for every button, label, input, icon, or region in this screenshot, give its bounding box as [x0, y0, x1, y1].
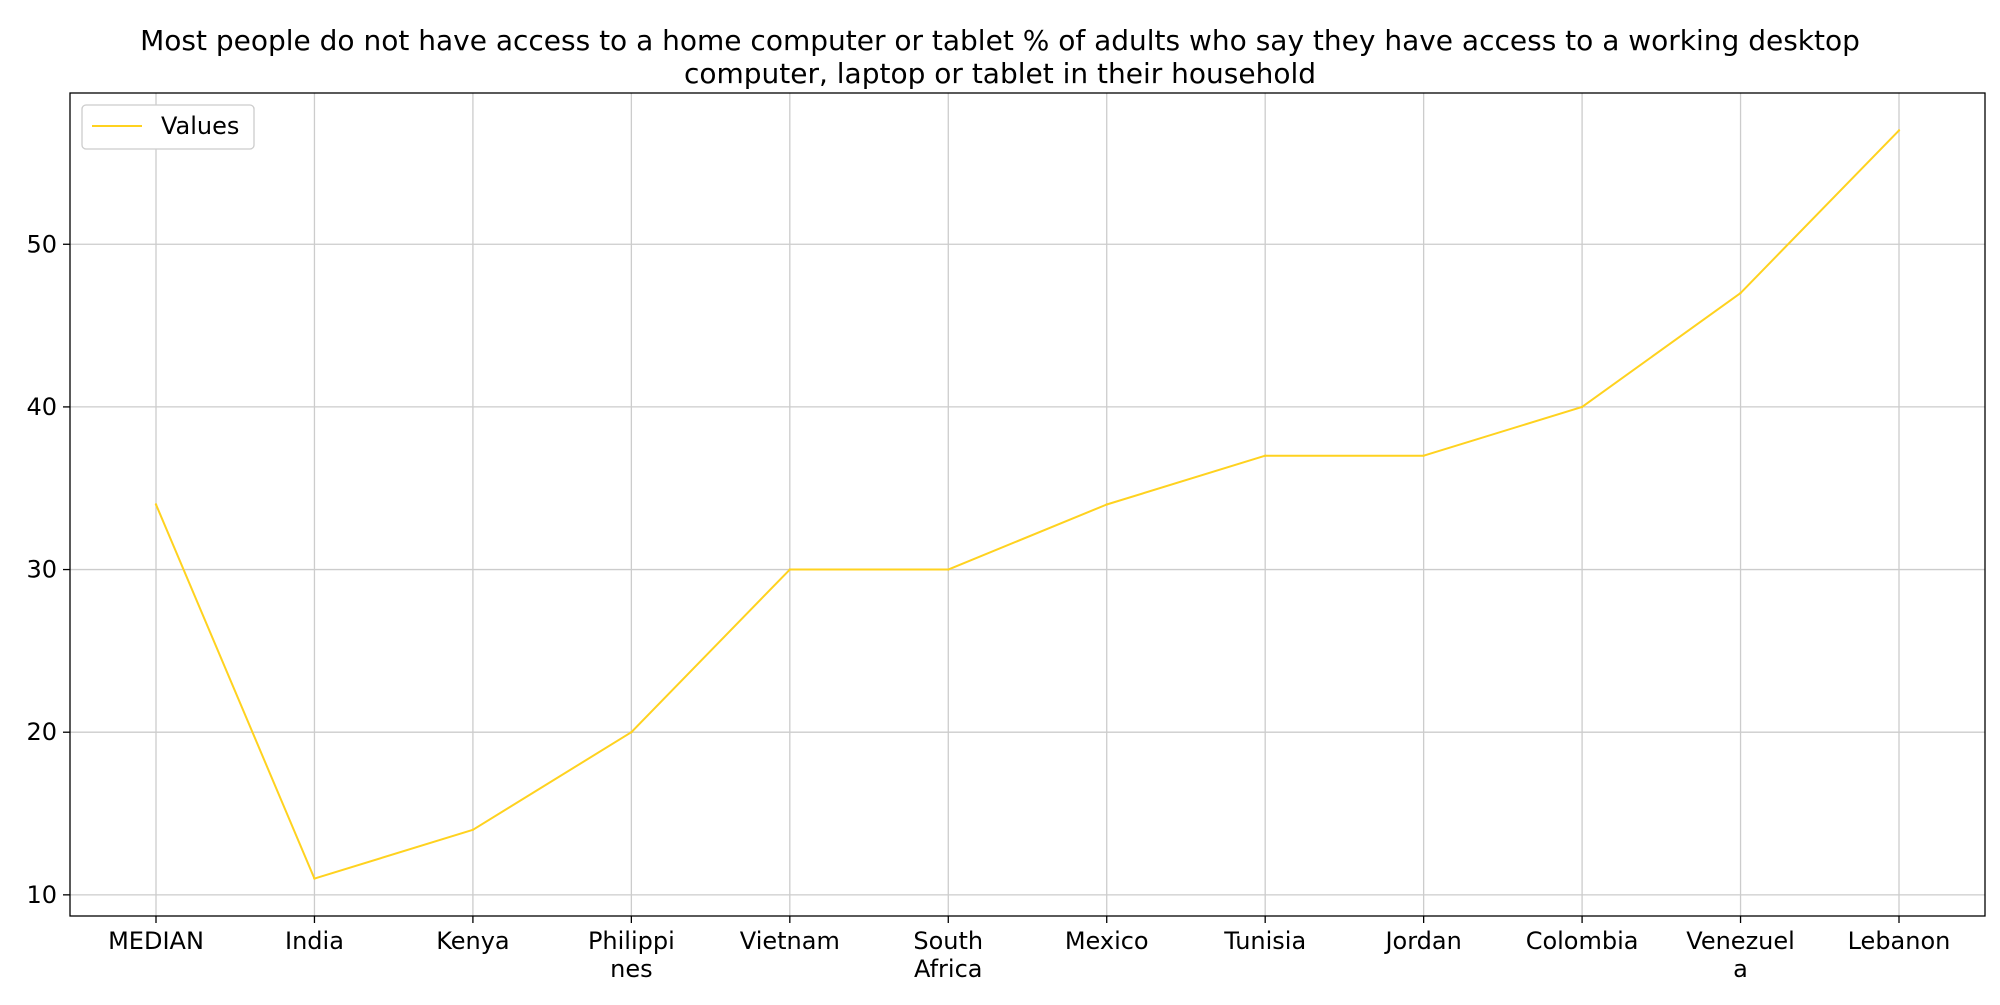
y-tick-label: 20 [26, 718, 57, 746]
x-tick-label-line: Vietnam [740, 927, 840, 955]
data-point [471, 828, 475, 831]
x-tick-label: MEDIAN [108, 927, 204, 955]
x-tick-label-line: Jordan [1383, 927, 1461, 955]
data-point [1897, 129, 1901, 132]
x-tick-label: Philippi nes [588, 927, 675, 983]
legend-label: Values [161, 112, 239, 140]
data-point [630, 731, 633, 734]
x-gridlines [155, 93, 1900, 916]
x-tick-label-line: Kenya [436, 927, 509, 955]
x-tick-label: Mexico [1065, 927, 1149, 955]
y-tick-label: 40 [26, 393, 57, 421]
x-tick-label: Venezuel a [1686, 927, 1795, 983]
x-tick-label: Vietnam [740, 927, 840, 955]
legend: Values [81, 104, 255, 150]
x-tick-label-line: Lebanon [1848, 927, 1951, 955]
x-tick-label-line: South [913, 927, 983, 955]
data-point [1105, 503, 1108, 506]
x-tick-label: India [285, 927, 344, 955]
x-tick-label: Tunisia [1223, 927, 1306, 955]
data-point [313, 877, 316, 880]
x-tick-label-line: Mexico [1065, 927, 1149, 955]
x-tick-label: Kenya [436, 927, 509, 955]
x-tick-label: Jordan [1383, 927, 1461, 955]
data-point [1739, 291, 1742, 295]
x-axis: MEDIAN India Kenya Philippi nes Vietnam South A… [108, 916, 1950, 983]
x-tick-label-line: nes [610, 955, 652, 983]
data-point [1263, 454, 1267, 457]
x-tick-label-line: Philippi [588, 927, 675, 955]
y-tick-label: 30 [26, 556, 57, 584]
data-point [1422, 454, 1425, 457]
x-tick-label: South Africa [913, 927, 983, 983]
x-tick-label-line: a [1733, 955, 1748, 983]
series-layer [154, 129, 1901, 880]
y-tick-label: 50 [26, 230, 57, 258]
plot-area-frame [69, 92, 1986, 917]
x-tick-label-line: Colombia [1526, 927, 1639, 955]
y-gridlines [70, 243, 1985, 896]
legend-box [81, 104, 255, 150]
x-tick-label-line: Africa [914, 955, 982, 983]
series-line [155, 129, 1900, 880]
chart-title: Most people do not have access to a home… [140, 24, 1860, 90]
data-point [947, 568, 950, 571]
x-tick-label: Colombia [1526, 927, 1639, 955]
x-tick-label-line: Tunisia [1223, 927, 1306, 955]
x-tick-label-line: India [285, 927, 344, 955]
x-tick-label-line: MEDIAN [108, 927, 204, 955]
x-tick-label-line: Venezuel [1686, 927, 1795, 955]
data-point [154, 503, 158, 506]
x-tick-label: Lebanon [1848, 927, 1951, 955]
data-point [788, 568, 792, 571]
chart-title-line-1: Most people do not have access to a home… [140, 24, 1860, 57]
y-tick-label: 10 [26, 881, 57, 909]
y-axis: 10 20 30 40 50 [26, 230, 70, 909]
data-point [1580, 405, 1584, 409]
chart-title-line-2: computer, laptop or tablet in their hous… [684, 57, 1316, 90]
